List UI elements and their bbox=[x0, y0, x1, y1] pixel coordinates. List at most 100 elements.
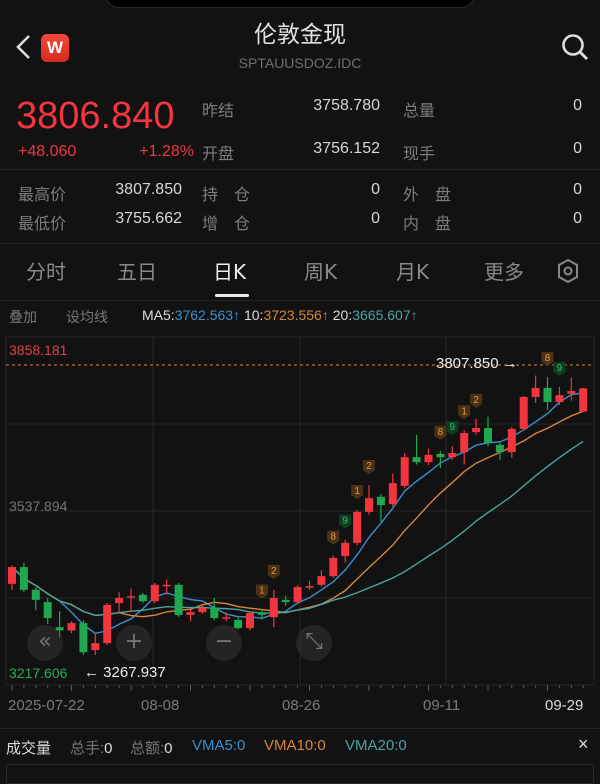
signal-badge bbox=[363, 459, 375, 474]
candle-body bbox=[341, 542, 350, 557]
candle-body bbox=[317, 576, 326, 585]
signal-label: 8 bbox=[331, 532, 337, 543]
candle-body bbox=[519, 396, 528, 429]
total-amount-label: 总额: bbox=[130, 740, 165, 757]
signal-badge bbox=[434, 425, 447, 440]
ma5-value: 3762.563↑ bbox=[174, 307, 241, 323]
candle-body bbox=[448, 453, 457, 458]
position-value: 0 bbox=[371, 181, 380, 198]
candle-body bbox=[115, 598, 124, 604]
divider bbox=[0, 300, 600, 301]
close-volume-button[interactable]: × bbox=[578, 734, 589, 754]
price-change-pct: +1.28% bbox=[139, 143, 194, 160]
total-hands-value: 0 bbox=[104, 740, 113, 757]
tab-five-day[interactable]: 五日 bbox=[117, 260, 157, 284]
signal-label: 1 bbox=[354, 486, 360, 497]
last-price: 3806.840 bbox=[16, 95, 175, 137]
candle-body bbox=[400, 457, 409, 486]
ma20-value: 3665.607↑ bbox=[352, 307, 418, 323]
total-amount: 总额:0 bbox=[130, 737, 173, 758]
y-axis-max-label: 3858.181 bbox=[9, 342, 68, 358]
candle-body bbox=[91, 643, 100, 650]
scroll-left-button[interactable]: « bbox=[27, 625, 63, 661]
app-logo: W bbox=[41, 34, 69, 62]
candle-body bbox=[150, 584, 159, 602]
signal-label: 2 bbox=[366, 461, 372, 472]
candle-body bbox=[138, 594, 147, 602]
volume-panel bbox=[6, 764, 594, 784]
candle-body bbox=[436, 453, 445, 458]
overlay-button[interactable]: 叠加 bbox=[9, 309, 37, 325]
divider bbox=[0, 728, 600, 729]
candle-body bbox=[365, 498, 373, 512]
signal-badge bbox=[541, 351, 554, 366]
device-notch bbox=[105, 0, 475, 8]
candle-body bbox=[257, 612, 266, 615]
low-label: 最低价 bbox=[18, 214, 67, 233]
candle-body bbox=[174, 584, 183, 615]
candle-body bbox=[531, 387, 540, 397]
candle-body bbox=[555, 395, 564, 403]
candle-body bbox=[43, 602, 52, 619]
candle-body bbox=[55, 627, 64, 631]
candle-body bbox=[222, 617, 231, 619]
candle-body bbox=[460, 433, 469, 453]
zoom-in-button[interactable]: + bbox=[116, 625, 152, 661]
signal-label: 1 bbox=[259, 585, 265, 596]
candle-body bbox=[210, 608, 219, 619]
tab-more[interactable]: 更多 bbox=[484, 260, 524, 284]
candle-body bbox=[234, 619, 243, 629]
current-hand-value: 0 bbox=[573, 140, 582, 157]
signal-badge bbox=[446, 421, 459, 436]
tab-intraday[interactable]: 分时 bbox=[26, 260, 66, 284]
chart-grid bbox=[5, 336, 595, 691]
fullscreen-button[interactable]: ⤡ bbox=[296, 625, 332, 661]
candle-body bbox=[186, 612, 195, 615]
max-price-value: 3807.850 bbox=[436, 355, 499, 372]
open-value: 3756.152 bbox=[313, 140, 380, 157]
signal-badge bbox=[553, 361, 566, 376]
tab-daily-k[interactable]: 日K bbox=[213, 260, 247, 284]
signal-label: 8 bbox=[438, 427, 444, 438]
x-tick-label: 08-08 bbox=[141, 697, 180, 714]
signal-badge bbox=[458, 405, 471, 420]
candle-body bbox=[579, 388, 588, 412]
candle-body bbox=[103, 604, 112, 644]
candle-body bbox=[484, 427, 492, 444]
high-label: 最高价 bbox=[18, 185, 67, 204]
candle-body bbox=[67, 623, 76, 631]
total-volume-label: 总量 bbox=[403, 101, 436, 120]
ma-legend: MA5:3762.563↑ 10:3723.556↑ 20:3665.607↑ bbox=[142, 307, 418, 323]
tab-monthly-k[interactable]: 月K bbox=[396, 260, 430, 284]
search-icon[interactable] bbox=[560, 32, 590, 62]
inner-label: 内 盘 bbox=[403, 214, 452, 233]
candle-body bbox=[495, 444, 504, 453]
candle-body bbox=[388, 483, 397, 505]
min-price-marker: ← 3267.937 bbox=[84, 664, 166, 681]
total-amount-value: 0 bbox=[164, 740, 173, 757]
candles bbox=[8, 375, 588, 656]
back-chevron-left-icon[interactable] bbox=[12, 30, 36, 64]
volume-title: 成交量 bbox=[6, 740, 52, 757]
signal-label: 2 bbox=[271, 566, 277, 577]
divider bbox=[0, 243, 600, 244]
high-value: 3807.850 bbox=[115, 181, 182, 198]
candle-body bbox=[293, 587, 302, 603]
set-ma-button[interactable]: 设均线 bbox=[66, 309, 108, 325]
candle-body bbox=[412, 457, 421, 463]
candle-body bbox=[543, 387, 552, 403]
y-axis-min-label: 3217.606 bbox=[9, 665, 68, 681]
tab-weekly-k[interactable]: 周K bbox=[304, 260, 338, 284]
zoom-out-button[interactable]: − bbox=[206, 625, 242, 661]
candle-body bbox=[376, 496, 385, 506]
outer-label: 外 盘 bbox=[403, 185, 452, 204]
ma10-value: 3723.556↑ bbox=[263, 307, 329, 323]
hexagon-gear-icon[interactable] bbox=[556, 258, 580, 284]
signal-label: 9 bbox=[450, 422, 456, 433]
signal-badge bbox=[470, 393, 483, 408]
page-title: 伦敦金现 bbox=[254, 22, 346, 48]
candle-body bbox=[424, 454, 433, 463]
price-change: +48.060 bbox=[18, 143, 77, 160]
prev-settle-value: 3758.780 bbox=[313, 97, 380, 114]
